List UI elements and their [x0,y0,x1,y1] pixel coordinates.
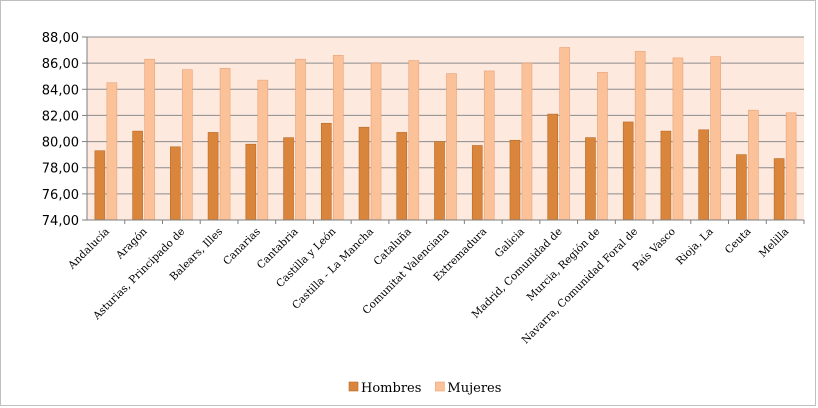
bar-hombres-14 [622,121,634,221]
bar-hombres-6 [320,122,332,221]
bar-mujeres-18 [785,112,797,221]
bar-hombres-11 [509,139,521,221]
y-tick-label: 76,00 [42,188,79,203]
plot-area [87,37,804,220]
legend-label-mujeres: Mujeres [447,381,501,396]
bar-hombres-17 [736,154,747,221]
x-category-label: Andalucía [65,226,112,273]
bar-hombres-18 [773,158,785,221]
bars [94,47,797,221]
axes [86,37,805,224]
x-category-label: Galicia [493,226,528,261]
bar-mujeres-2 [182,69,193,221]
x-category-label: Melilla [757,226,791,260]
bar-mujeres-10 [483,70,495,221]
x-category-label: Murcia, Región de [525,226,603,304]
bar-hombres-5 [283,137,294,221]
bar-mujeres-11 [521,62,533,221]
legend-swatch-mujeres [435,381,445,392]
y-tick-label: 80,00 [42,136,79,151]
bar-mujeres-12 [559,47,571,221]
y-tick-label: 82,00 [42,109,79,124]
bar-mujeres-13 [597,71,608,221]
legend: Hombres Mujeres [348,381,501,396]
y-tick-labels: 74,00 76,00 78,00 80,00 82,00 84,00 86,00 88,00 [42,31,79,229]
bar-hombres-1 [132,130,143,221]
y-tick-label: 74,00 [42,214,79,229]
y-tick-label: 86,00 [42,57,79,72]
bar-mujeres-4 [257,79,269,221]
bar-mujeres-14 [634,51,646,221]
x-category-label: Rioja, La [674,226,716,268]
bar-mujeres-0 [106,82,118,221]
bar-hombres-12 [547,113,559,221]
y-tick-label: 84,00 [42,83,79,98]
bar-hombres-8 [396,132,408,221]
x-category-label: Aragón [113,225,150,262]
x-category-label: Ceuta [723,226,754,257]
bar-hombres-13 [585,137,596,221]
legend-label-hombres: Hombres [361,381,421,396]
bar-mujeres-9 [446,73,457,221]
bar-hombres-10 [471,145,483,221]
y-tick-label: 88,00 [42,31,79,46]
bar-hombres-4 [245,143,257,221]
bar-hombres-0 [94,150,106,221]
bar-mujeres-8 [408,60,420,221]
bar-mujeres-1 [144,58,155,221]
bar-hombres-15 [660,130,672,221]
bar-hombres-16 [698,129,709,221]
legend-swatch-hombres [348,381,359,392]
bar-hombres-7 [358,126,370,221]
bar-hombres-9 [434,141,445,221]
bar-mujeres-17 [748,109,759,221]
bar-mujeres-16 [710,56,721,221]
bar-mujeres-3 [219,68,231,221]
bar-mujeres-6 [332,54,344,221]
y-tick-label: 78,00 [42,162,79,177]
bar-mujeres-15 [672,57,684,221]
bar-hombres-2 [170,146,181,221]
bar-mujeres-7 [370,62,382,221]
bar-hombres-3 [207,132,219,221]
bar-mujeres-5 [295,58,306,221]
gridlines [82,36,804,221]
